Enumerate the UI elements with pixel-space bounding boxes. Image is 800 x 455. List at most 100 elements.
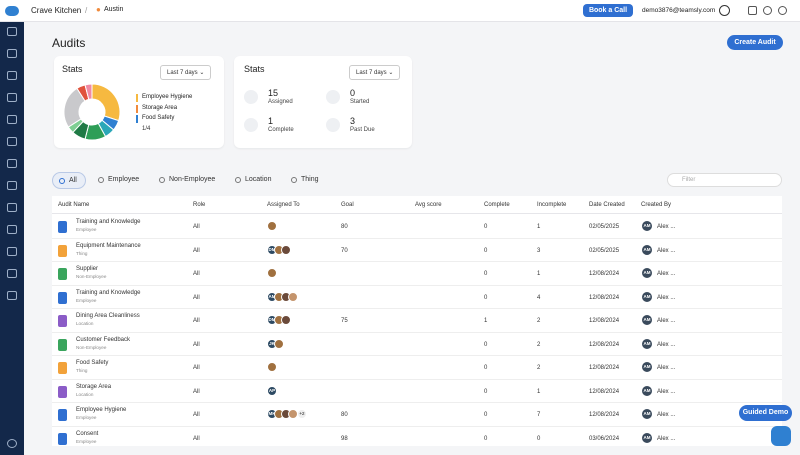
date-created: 03/06/2024 — [589, 435, 620, 442]
book-call-button[interactable]: Book a Call — [583, 4, 633, 17]
donut-segment[interactable] — [91, 83, 121, 122]
top-bar: Crave Kitchen / ● Austin Book a Call dem… — [0, 0, 800, 22]
nav-icon[interactable] — [7, 27, 17, 36]
nav-icon[interactable] — [7, 49, 17, 58]
complete: 1 — [484, 318, 488, 324]
nav-icon[interactable] — [7, 159, 17, 168]
column-header: Audit Name — [58, 202, 90, 208]
nav-icon[interactable] — [7, 225, 17, 234]
role: All — [193, 341, 200, 348]
card-title: Stats — [244, 64, 265, 74]
column-header: Created By — [641, 202, 672, 208]
legend-label: Food Safety — [142, 115, 175, 121]
column-header: Incomplete — [537, 202, 567, 208]
creator-avatar: AM — [641, 267, 653, 279]
avatar-photo — [267, 221, 277, 231]
range: Last 7 days — [167, 70, 198, 76]
table-row[interactable]: Training and Knowledge Employee All 80 0 1 02/… — [52, 215, 782, 239]
user-icon[interactable] — [719, 5, 730, 16]
nav-icon[interactable] — [7, 93, 17, 102]
tab-icon — [159, 177, 165, 183]
nav-icon[interactable] — [7, 181, 17, 190]
tab-icon — [98, 177, 104, 183]
tab-icon — [235, 177, 241, 183]
audit-name: Supplier — [76, 266, 99, 272]
table-row[interactable]: Customer Feedback Non-Employee All JK 0 2 12/0… — [52, 333, 782, 356]
nav-icon[interactable] — [7, 247, 17, 256]
table-row[interactable]: Food Safety Thing All 0 2 12/08/2024 AM Alex ..… — [52, 356, 782, 380]
nav-icon[interactable] — [7, 115, 17, 124]
incomplete: 2 — [537, 365, 541, 371]
stat-value: 15 — [268, 88, 279, 98]
location[interactable]: Austin — [104, 6, 124, 13]
range-select[interactable]: Last 7 days ⌄ — [349, 65, 401, 80]
date-created: 02/05/2025 — [589, 224, 620, 230]
role: All — [193, 412, 200, 418]
legend-pager[interactable]: 1/4 — [142, 125, 151, 132]
goal: 75 — [341, 318, 348, 324]
chat-button[interactable] — [771, 426, 791, 446]
creator-avatar: AM — [641, 220, 653, 232]
incomplete: 2 — [537, 318, 541, 324]
nav-icon[interactable] — [7, 71, 17, 80]
filter-input[interactable]: Filter — [667, 173, 782, 187]
table-row[interactable]: Dining Area Cleanliness Location All DM 75 1 2… — [52, 309, 782, 333]
tab[interactable]: Employee — [92, 172, 147, 187]
table-row[interactable]: Supplier Non-Employee All 0 1 12/08/2024 AM Ale… — [52, 262, 782, 286]
avatar-photo — [281, 244, 291, 255]
row-icon — [58, 268, 67, 280]
goal: 98 — [341, 435, 348, 442]
incomplete: 2 — [537, 341, 541, 348]
table-row[interactable]: Training and Knowledge Employee All AM 0 4 12/… — [52, 286, 782, 309]
nav-icon[interactable] — [7, 137, 17, 146]
table-row[interactable]: Consent Employee All 98 0 0 03/06/2024 AM Alex .… — [52, 427, 782, 447]
incomplete: 1 — [537, 224, 541, 230]
icon[interactable] — [748, 6, 757, 15]
role: All — [193, 435, 200, 442]
audit-type: Employee — [76, 415, 97, 420]
create-audit-button[interactable]: Create Audit — [727, 35, 783, 50]
nav-icon[interactable] — [7, 203, 17, 212]
table-row[interactable]: Storage Area Location All AP 0 1 12/08/2024 AM A… — [52, 380, 782, 403]
date-created: 12/08/2024 — [589, 294, 620, 301]
tab-icon — [59, 178, 65, 184]
column-header: Assigned To — [267, 202, 300, 208]
audit-type: Thing — [76, 250, 88, 256]
incomplete: 1 — [537, 388, 541, 395]
creator-name: Alex ... — [657, 318, 676, 324]
tab[interactable]: Location — [229, 172, 279, 187]
tab[interactable]: All — [52, 172, 86, 189]
complete: 0 — [484, 294, 488, 301]
legend-swatch — [136, 94, 138, 102]
audit-type: Employee — [76, 297, 97, 303]
audit-type: Thing — [76, 368, 88, 373]
tab[interactable]: Non-Employee — [153, 172, 223, 187]
guided-demo-button[interactable]: Guided Demo — [739, 405, 792, 421]
stat-icon — [326, 118, 340, 132]
range-select[interactable]: Last 7 days ⌄ — [160, 65, 212, 80]
icon[interactable] — [763, 6, 772, 15]
audit-name: Food Safety — [76, 360, 109, 366]
date-created: 12/08/2024 — [589, 388, 620, 395]
creator-name: Alex ... — [657, 435, 676, 442]
donut-segment[interactable] — [84, 83, 93, 101]
stat-icon — [244, 90, 258, 104]
table-row[interactable]: Employee Hygiene Employee All MK +2 80 0 7 12/08… — [52, 403, 782, 427]
nav-icon[interactable] — [7, 291, 17, 300]
tab[interactable]: Thing — [285, 172, 327, 187]
icon[interactable] — [778, 6, 787, 15]
nav-icon[interactable] — [7, 439, 17, 448]
email[interactable]: demo3876@teamsly.com — [642, 7, 716, 14]
creator-avatar: AM — [641, 431, 653, 444]
summary-card: Stats Last 7 days ⌄ 15 Assigned 0 Started 1 C… — [234, 56, 412, 148]
legend-entry: Employee Hygiene — [136, 94, 192, 105]
creator-name: Alex ... — [657, 341, 676, 348]
legend: Employee Hygiene Storage Area Food Safety 1… — [136, 94, 192, 132]
complete: 0 — [484, 224, 488, 230]
avatar-photo — [274, 338, 284, 349]
avatar-photo — [267, 362, 277, 372]
creator-avatar: AM — [641, 243, 653, 256]
date-created: 12/08/2024 — [589, 341, 620, 348]
table-row[interactable]: Equipment Maintenance Thing All DM 70 0 3 02/05… — [52, 239, 782, 262]
nav-icon[interactable] — [7, 269, 17, 278]
